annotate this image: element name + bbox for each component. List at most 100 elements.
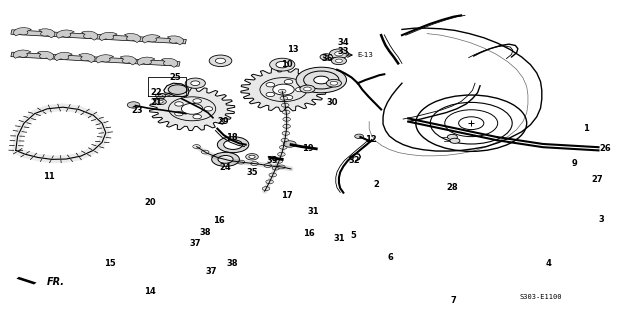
Circle shape	[218, 156, 233, 163]
Circle shape	[269, 173, 277, 177]
Text: 39: 39	[266, 156, 278, 165]
Polygon shape	[11, 52, 180, 66]
Text: 3: 3	[598, 215, 605, 224]
Text: 20: 20	[144, 198, 156, 207]
Text: 29: 29	[218, 117, 229, 126]
Circle shape	[158, 100, 163, 103]
Circle shape	[272, 166, 280, 170]
Text: 18: 18	[226, 133, 238, 142]
Text: 19: 19	[302, 144, 313, 153]
Text: 34: 34	[338, 38, 349, 47]
Circle shape	[127, 102, 140, 108]
Polygon shape	[168, 36, 184, 45]
Circle shape	[217, 137, 249, 153]
Circle shape	[278, 165, 285, 169]
Circle shape	[266, 92, 275, 97]
Circle shape	[273, 84, 294, 95]
Circle shape	[447, 134, 457, 140]
Polygon shape	[38, 51, 54, 60]
Circle shape	[193, 99, 202, 103]
Polygon shape	[125, 34, 141, 43]
Polygon shape	[100, 32, 117, 41]
Text: 37: 37	[190, 239, 201, 248]
Polygon shape	[81, 31, 98, 40]
Circle shape	[282, 132, 290, 135]
Circle shape	[280, 96, 287, 100]
Circle shape	[304, 87, 311, 91]
Circle shape	[300, 85, 315, 93]
Circle shape	[314, 76, 329, 84]
Text: 23: 23	[132, 106, 143, 115]
Circle shape	[246, 154, 258, 160]
Text: 21: 21	[151, 98, 162, 107]
Polygon shape	[13, 50, 31, 58]
Text: S303-E1100: S303-E1100	[519, 294, 562, 300]
Circle shape	[283, 117, 290, 121]
Text: 36: 36	[322, 54, 333, 63]
Circle shape	[156, 93, 166, 99]
Circle shape	[326, 79, 341, 87]
Circle shape	[181, 103, 203, 114]
Circle shape	[330, 81, 338, 85]
Circle shape	[262, 187, 270, 190]
Polygon shape	[142, 35, 160, 43]
Text: 12: 12	[365, 135, 376, 144]
Circle shape	[204, 107, 213, 111]
Text: 22: 22	[151, 88, 162, 97]
Circle shape	[336, 59, 342, 62]
Circle shape	[237, 160, 244, 164]
Polygon shape	[14, 28, 32, 36]
Circle shape	[155, 99, 166, 105]
Text: 38: 38	[226, 259, 238, 268]
Circle shape	[175, 111, 183, 116]
Text: 37: 37	[205, 267, 217, 276]
Circle shape	[278, 152, 285, 156]
Circle shape	[169, 97, 215, 121]
Circle shape	[335, 52, 343, 56]
Circle shape	[281, 139, 289, 142]
Circle shape	[202, 150, 209, 154]
Text: 38: 38	[199, 228, 210, 237]
Circle shape	[282, 110, 290, 114]
Circle shape	[209, 55, 232, 67]
Circle shape	[284, 95, 293, 100]
Circle shape	[320, 54, 333, 60]
Circle shape	[266, 180, 273, 184]
Circle shape	[276, 61, 289, 68]
Text: 9: 9	[571, 159, 578, 168]
Circle shape	[284, 80, 293, 84]
Circle shape	[251, 162, 258, 165]
Polygon shape	[16, 277, 37, 284]
Circle shape	[450, 138, 460, 143]
Circle shape	[185, 78, 205, 88]
Circle shape	[282, 103, 289, 107]
Polygon shape	[241, 68, 326, 111]
Text: 4: 4	[545, 260, 551, 268]
Circle shape	[249, 155, 255, 158]
Text: 16: 16	[303, 229, 314, 238]
Text: FR.: FR.	[47, 276, 66, 287]
Circle shape	[212, 155, 219, 159]
Text: 31: 31	[333, 234, 345, 243]
Text: 14: 14	[144, 287, 156, 296]
Text: 32: 32	[348, 156, 360, 165]
Circle shape	[264, 164, 272, 167]
Polygon shape	[57, 30, 74, 38]
Circle shape	[224, 158, 231, 162]
Circle shape	[193, 115, 202, 119]
Circle shape	[212, 152, 239, 166]
Text: 30: 30	[327, 98, 338, 107]
Text: 15: 15	[105, 260, 116, 268]
Text: 16: 16	[214, 216, 225, 225]
Polygon shape	[137, 57, 155, 65]
Text: E-13: E-13	[358, 52, 374, 58]
Circle shape	[215, 58, 226, 63]
Text: 26: 26	[599, 144, 610, 153]
Text: 27: 27	[592, 175, 603, 184]
Polygon shape	[149, 87, 235, 131]
Text: 33: 33	[338, 47, 349, 56]
Circle shape	[191, 81, 200, 85]
Text: 6: 6	[387, 253, 394, 262]
Text: 35: 35	[246, 168, 258, 177]
Circle shape	[266, 83, 275, 87]
